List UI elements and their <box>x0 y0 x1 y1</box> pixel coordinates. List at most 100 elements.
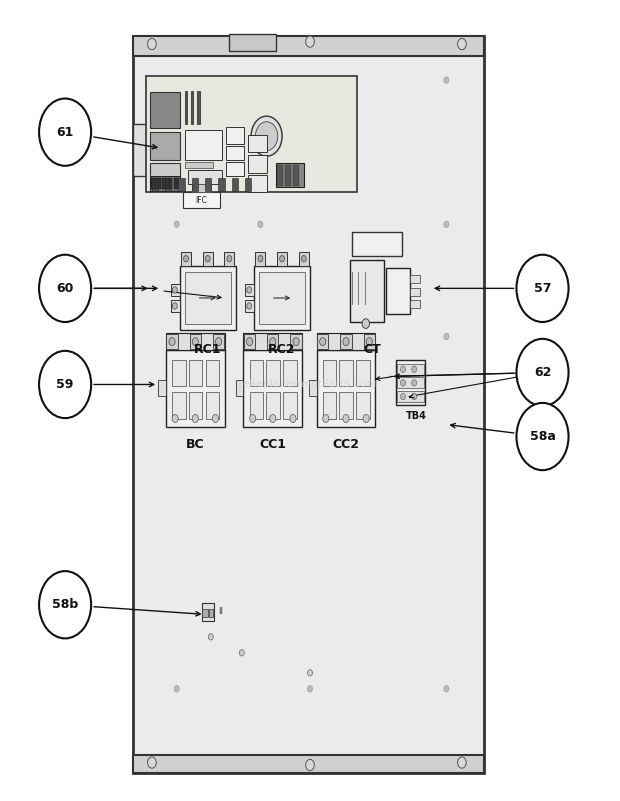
Circle shape <box>306 759 314 771</box>
Circle shape <box>320 338 326 346</box>
FancyBboxPatch shape <box>340 335 352 349</box>
Circle shape <box>208 634 213 640</box>
Circle shape <box>172 303 177 309</box>
FancyBboxPatch shape <box>224 252 234 266</box>
FancyBboxPatch shape <box>356 392 370 418</box>
Circle shape <box>205 256 210 262</box>
Circle shape <box>444 686 449 692</box>
FancyBboxPatch shape <box>277 165 283 186</box>
Circle shape <box>192 414 198 423</box>
Text: 57: 57 <box>534 282 551 295</box>
FancyBboxPatch shape <box>146 76 356 192</box>
FancyBboxPatch shape <box>283 360 297 386</box>
Circle shape <box>258 77 263 83</box>
FancyBboxPatch shape <box>174 178 178 189</box>
Circle shape <box>239 650 244 656</box>
Text: 58a: 58a <box>529 430 556 443</box>
Circle shape <box>39 571 91 638</box>
FancyBboxPatch shape <box>254 266 310 330</box>
FancyBboxPatch shape <box>150 92 180 128</box>
FancyBboxPatch shape <box>243 333 303 351</box>
Text: 58b: 58b <box>52 598 78 611</box>
FancyBboxPatch shape <box>191 91 193 124</box>
Circle shape <box>401 380 405 386</box>
Circle shape <box>212 414 218 423</box>
FancyBboxPatch shape <box>190 335 201 349</box>
Circle shape <box>227 256 232 262</box>
FancyBboxPatch shape <box>317 333 376 351</box>
FancyBboxPatch shape <box>226 162 244 176</box>
FancyBboxPatch shape <box>185 91 187 124</box>
Text: eReplacementParts.com: eReplacementParts.com <box>242 380 378 389</box>
FancyBboxPatch shape <box>340 392 353 418</box>
FancyBboxPatch shape <box>363 335 374 349</box>
FancyBboxPatch shape <box>259 272 305 324</box>
Circle shape <box>293 338 299 346</box>
Circle shape <box>258 256 263 262</box>
FancyBboxPatch shape <box>410 288 420 296</box>
FancyBboxPatch shape <box>192 178 198 191</box>
FancyBboxPatch shape <box>133 36 484 56</box>
FancyBboxPatch shape <box>248 175 267 192</box>
FancyBboxPatch shape <box>267 360 280 386</box>
Text: CT: CT <box>363 343 381 356</box>
Circle shape <box>458 38 466 50</box>
Circle shape <box>174 221 179 227</box>
Circle shape <box>192 338 198 346</box>
FancyBboxPatch shape <box>185 162 213 168</box>
FancyBboxPatch shape <box>209 609 213 617</box>
Circle shape <box>216 338 222 346</box>
Circle shape <box>290 414 296 423</box>
Circle shape <box>251 116 282 156</box>
Circle shape <box>444 77 449 83</box>
FancyBboxPatch shape <box>159 380 166 396</box>
Text: RC2: RC2 <box>268 343 296 356</box>
Text: 60: 60 <box>56 282 74 295</box>
FancyBboxPatch shape <box>133 755 484 773</box>
FancyBboxPatch shape <box>309 380 317 396</box>
FancyBboxPatch shape <box>218 178 224 191</box>
FancyBboxPatch shape <box>350 260 384 322</box>
Circle shape <box>516 255 569 322</box>
Circle shape <box>444 221 449 227</box>
Circle shape <box>255 122 278 151</box>
FancyBboxPatch shape <box>290 335 301 349</box>
Circle shape <box>343 338 349 346</box>
FancyBboxPatch shape <box>133 36 484 773</box>
FancyBboxPatch shape <box>166 351 225 426</box>
Text: CC2: CC2 <box>332 438 360 451</box>
FancyBboxPatch shape <box>192 184 211 192</box>
FancyBboxPatch shape <box>249 360 264 386</box>
Circle shape <box>270 414 276 423</box>
Text: II: II <box>218 607 223 617</box>
FancyBboxPatch shape <box>185 130 222 160</box>
FancyBboxPatch shape <box>150 176 180 191</box>
Circle shape <box>366 338 373 346</box>
FancyBboxPatch shape <box>356 360 370 386</box>
FancyBboxPatch shape <box>151 178 156 189</box>
Circle shape <box>412 380 417 386</box>
Circle shape <box>249 414 255 423</box>
FancyBboxPatch shape <box>276 163 304 187</box>
FancyBboxPatch shape <box>323 360 337 386</box>
FancyBboxPatch shape <box>293 165 299 186</box>
FancyBboxPatch shape <box>205 178 211 191</box>
Circle shape <box>172 414 179 423</box>
FancyBboxPatch shape <box>236 380 243 396</box>
FancyBboxPatch shape <box>197 91 200 124</box>
Circle shape <box>184 256 188 262</box>
Circle shape <box>247 303 252 309</box>
FancyBboxPatch shape <box>189 392 203 418</box>
Circle shape <box>323 414 329 423</box>
FancyBboxPatch shape <box>396 360 425 405</box>
FancyBboxPatch shape <box>185 272 231 324</box>
FancyBboxPatch shape <box>386 268 410 314</box>
FancyBboxPatch shape <box>157 178 161 189</box>
FancyBboxPatch shape <box>172 392 186 418</box>
FancyBboxPatch shape <box>232 178 238 191</box>
FancyBboxPatch shape <box>152 178 158 191</box>
Text: 62: 62 <box>534 366 551 379</box>
FancyBboxPatch shape <box>150 132 180 160</box>
FancyBboxPatch shape <box>202 603 214 621</box>
FancyBboxPatch shape <box>165 178 171 191</box>
